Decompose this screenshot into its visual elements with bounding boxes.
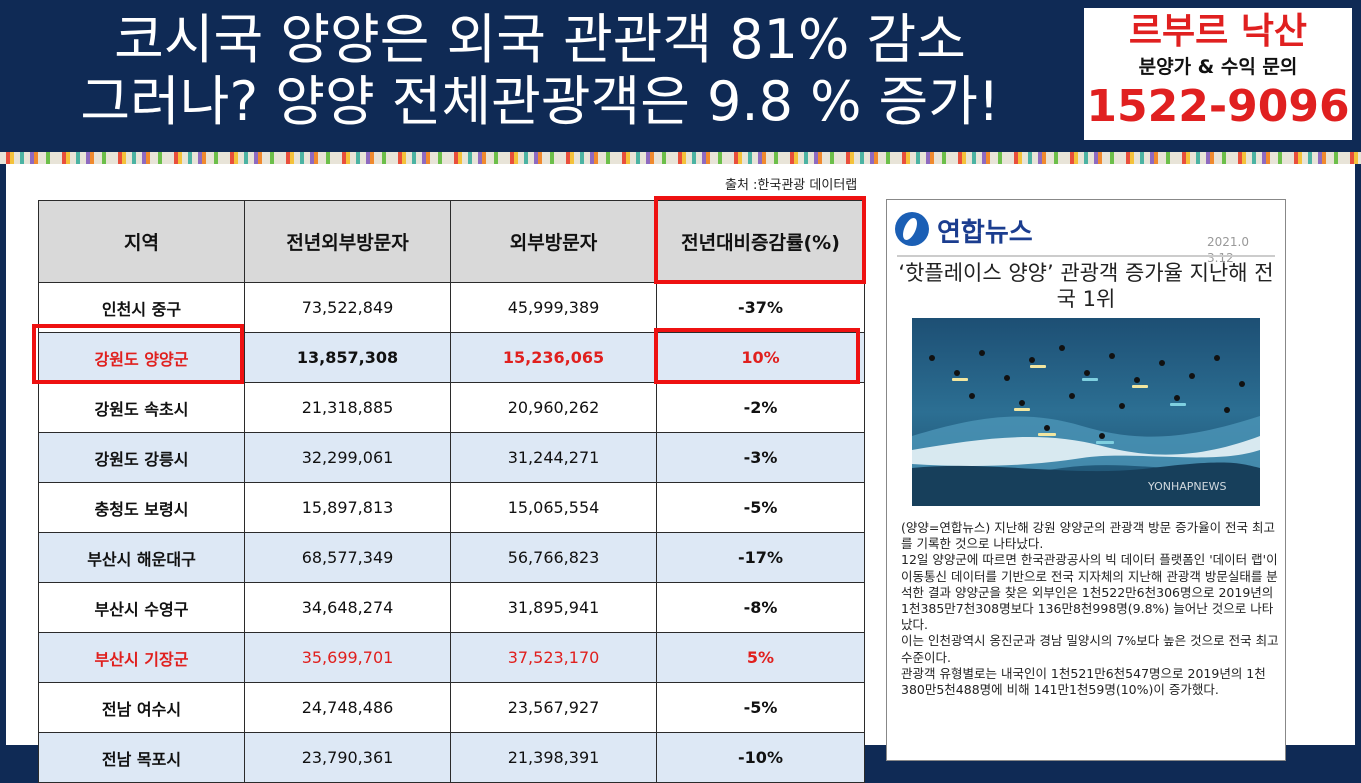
cell-rate: 10% xyxy=(656,332,865,383)
table-row: 부산시 기장군 35,699,701 37,523,170 5% xyxy=(38,632,865,683)
yonhap-logo-icon xyxy=(895,212,929,246)
header-change-rate: 전년대비증감률(%) xyxy=(656,200,865,283)
cell-prev: 32,299,061 xyxy=(244,432,451,483)
cell-prev: 21,318,885 xyxy=(244,382,451,433)
headline-line-1: 코시국 양양은 외국 관관객 81% 감소 xyxy=(114,8,966,71)
table-row: 강원도 강릉시 32,299,061 31,244,271 -3% xyxy=(38,432,865,483)
cell-region: 전남 목포시 xyxy=(38,732,245,783)
cell-curr: 37,523,170 xyxy=(450,632,657,683)
cell-curr: 23,567,927 xyxy=(450,682,657,733)
cell-curr: 31,895,941 xyxy=(450,582,657,633)
cell-prev: 35,699,701 xyxy=(244,632,451,683)
news-paragraph: 관광객 유형별로는 내국인이 1천521만6천547명으로 2019년의 1천3… xyxy=(901,665,1266,698)
cell-curr: 15,236,065 xyxy=(450,332,657,383)
cell-rate: -17% xyxy=(656,532,865,583)
cell-region: 강원도 양양군 xyxy=(38,332,245,383)
source-note: 출처 :한국관광 데이터랩 xyxy=(725,178,858,193)
table-row: 강원도 양양군 13,857,308 15,236,065 10% xyxy=(38,332,865,383)
visitor-table: 지역 전년외부방문자 외부방문자 전년대비증감률(%) 인천시 중구 73,52… xyxy=(38,200,865,783)
header-region: 지역 xyxy=(38,200,245,283)
cell-prev: 68,577,349 xyxy=(244,532,451,583)
promo-phone-number: 1522-9096 xyxy=(1086,81,1350,132)
cell-region: 부산시 기장군 xyxy=(38,632,245,683)
cell-region: 충청도 보령시 xyxy=(38,482,245,533)
cell-rate: 5% xyxy=(656,632,865,683)
cell-rate: -10% xyxy=(656,732,865,783)
news-paragraph: 이는 인천광역시 옹진군과 경남 밀양시의 7%보다 높은 것으로 전국 최고 … xyxy=(901,633,1279,665)
table-row: 부산시 수영구 34,648,274 31,895,941 -8% xyxy=(38,582,865,633)
decorative-stripe xyxy=(0,152,1361,164)
promo-box: 르부르 낙산 분양가 & 수익 문의 1522-9096 xyxy=(1082,6,1354,142)
surfers-photo: YONHAPNEWS xyxy=(912,318,1260,506)
cell-rate: -37% xyxy=(656,282,865,333)
cell-curr: 31,244,271 xyxy=(450,432,657,483)
cell-rate: -2% xyxy=(656,382,865,433)
table-row: 전남 목포시 23,790,361 21,398,391 -10% xyxy=(38,732,865,783)
cell-curr: 56,766,823 xyxy=(450,532,657,583)
cell-prev: 13,857,308 xyxy=(244,332,451,383)
table-row: 충청도 보령시 15,897,813 15,065,554 -5% xyxy=(38,482,865,533)
news-logo-text: 연합뉴스 xyxy=(937,218,1033,248)
promo-subtitle: 분양가 & 수익 문의 xyxy=(1138,56,1298,78)
cell-rate: -3% xyxy=(656,432,865,483)
news-clipping: 연합뉴스 2021.03.12 ‘핫플레이스 양양’ 관광객 증가율 지난해 전… xyxy=(886,199,1286,761)
cell-curr: 20,960,262 xyxy=(450,382,657,433)
table-row: 강원도 속초시 21,318,885 20,960,262 -2% xyxy=(38,382,865,433)
table-header-row: 지역 전년외부방문자 외부방문자 전년대비증감률(%) xyxy=(38,200,865,283)
cell-region: 강원도 강릉시 xyxy=(38,432,245,483)
table-row: 전남 여수시 24,748,486 23,567,927 -5% xyxy=(38,682,865,733)
cell-region: 인천시 중구 xyxy=(38,282,245,333)
cell-prev: 24,748,486 xyxy=(244,682,451,733)
headline-line-2: 그러나? 양양 전체관광객은 9.8 % 증가! xyxy=(80,70,1000,133)
news-paragraph: (양양=연합뉴스) 지난해 강원 양양군의 관광객 방문 증가율이 전국 최고를… xyxy=(901,520,1276,552)
cell-prev: 15,897,813 xyxy=(244,482,451,533)
header-prev-visitors: 전년외부방문자 xyxy=(244,200,451,283)
promo-title: 르부르 낙산 xyxy=(1128,11,1308,52)
news-paragraph: 12일 양양군에 따르면 한국관광공사의 빅 데이터 플랫폼인 '데이터 랩'이… xyxy=(901,552,1278,633)
content-panel: 출처 :한국관광 데이터랩 지역 전년외부방문자 외부방문자 전년대비증감률(%… xyxy=(6,164,1355,783)
cell-region: 부산시 수영구 xyxy=(38,582,245,633)
cell-region: 강원도 속초시 xyxy=(38,382,245,433)
photo-watermark: YONHAPNEWS xyxy=(1147,480,1226,493)
cell-prev: 73,522,849 xyxy=(244,282,451,333)
cell-curr: 45,999,389 xyxy=(450,282,657,333)
cell-rate: -5% xyxy=(656,682,865,733)
news-title: ‘핫플레이스 양양’ 관광객 증가율 지난해 전국 1위 xyxy=(898,261,1274,311)
cell-region: 부산시 해운대구 xyxy=(38,532,245,583)
cell-curr: 15,065,554 xyxy=(450,482,657,533)
table-row: 부산시 해운대구 68,577,349 56,766,823 -17% xyxy=(38,532,865,583)
cell-region: 전남 여수시 xyxy=(38,682,245,733)
cell-prev: 34,648,274 xyxy=(244,582,451,633)
cell-rate: -8% xyxy=(656,582,865,633)
news-body: (양양=연합뉴스) 지난해 강원 양양군의 관광객 방문 증가율이 전국 최고를… xyxy=(901,520,1283,698)
news-date: 2021.03.12 xyxy=(1207,235,1249,265)
table-row: 인천시 중구 73,522,849 45,999,389 -37% xyxy=(38,282,865,333)
headline-banner: 코시국 양양은 외국 관관객 81% 감소 그러나? 양양 전체관광객은 9.8… xyxy=(0,0,1361,152)
cell-prev: 23,790,361 xyxy=(244,732,451,783)
news-divider xyxy=(897,255,1275,257)
cell-curr: 21,398,391 xyxy=(450,732,657,783)
header-visitors: 외부방문자 xyxy=(450,200,657,283)
cell-rate: -5% xyxy=(656,482,865,533)
